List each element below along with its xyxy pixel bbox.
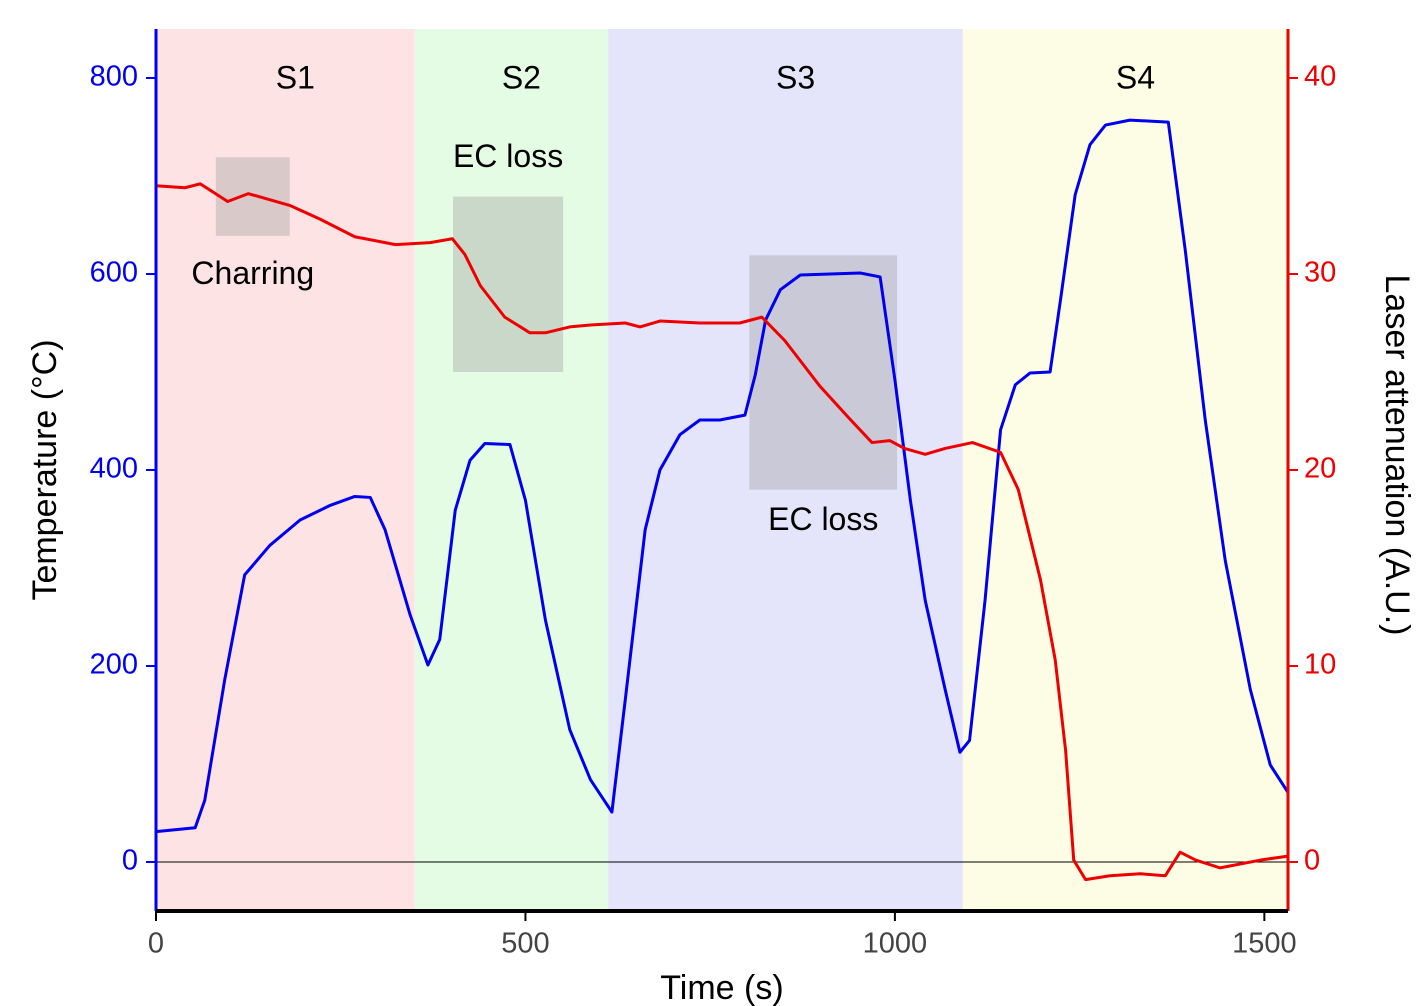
y-tick-label: 400: [90, 453, 138, 485]
x-axis-label: Time (s): [660, 969, 783, 1006]
y2-tick-label: 40: [1304, 61, 1336, 93]
y-tick-label: 200: [90, 649, 138, 681]
annotation-label: EC loss: [768, 501, 878, 537]
annotation-box: [749, 255, 898, 490]
line: [155, 118, 1290, 834]
y2-axis-label: Laser attenuation (A.U.): [1378, 275, 1416, 636]
y2-tick-label: 20: [1304, 453, 1336, 485]
region-label: S2: [502, 59, 541, 95]
y-tick-label: 600: [90, 257, 138, 289]
region: [156, 29, 415, 911]
region-label: S1: [276, 59, 315, 95]
x-tick-label: 0: [148, 928, 164, 960]
y-axis-label: Temperature (°C): [26, 339, 64, 600]
annotation-box: [453, 196, 564, 372]
x-tick-label: 1000: [863, 928, 928, 960]
region: [414, 29, 609, 911]
x-tick-label: 1500: [1232, 928, 1297, 960]
line: [155, 182, 1289, 882]
y2-tick-label: 0: [1304, 845, 1320, 877]
region: [962, 29, 1288, 911]
y-tick-label: 800: [90, 61, 138, 93]
y-tick-label: 0: [122, 845, 138, 877]
annotation-label: EC loss: [453, 138, 563, 174]
y2-tick-label: 10: [1304, 649, 1336, 681]
annotation-box: [215, 157, 290, 236]
y2-tick-label: 30: [1304, 257, 1336, 289]
region-label: S3: [776, 59, 815, 95]
region-label: S4: [1116, 59, 1155, 95]
x-tick-label: 500: [501, 928, 549, 960]
annotation-label: Charring: [191, 255, 314, 291]
region: [608, 29, 963, 911]
